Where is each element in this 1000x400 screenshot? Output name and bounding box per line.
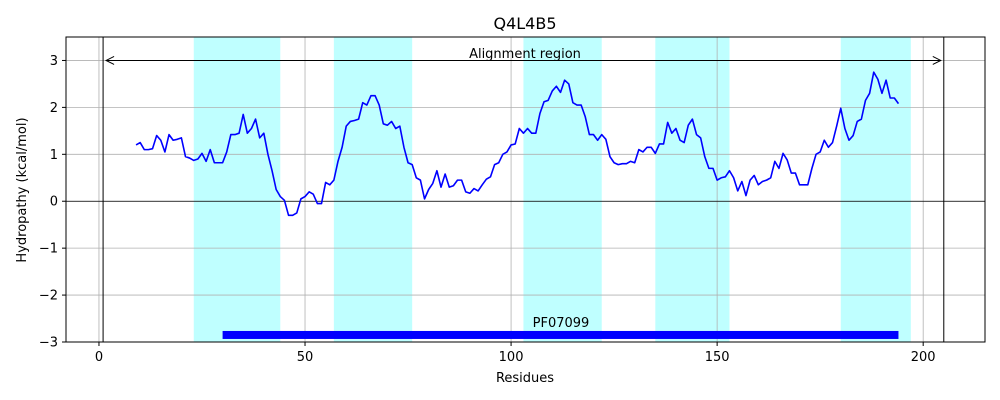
x-tick-label: 150: [705, 350, 730, 365]
y-tick-label: −3: [39, 336, 58, 351]
hydrophobic-band: [655, 37, 730, 342]
y-tick-label: 0: [50, 195, 58, 210]
series-group: [135, 71, 900, 217]
hydrophobic-band: [333, 37, 413, 342]
domain-bar: [222, 330, 899, 339]
domain-label: PF07099: [533, 316, 590, 331]
x-tick-label: 100: [499, 350, 524, 365]
x-tick-label: 200: [911, 350, 936, 365]
reference-lines: [66, 37, 985, 342]
y-tick-label: 3: [50, 54, 58, 69]
y-tick-label: 2: [50, 101, 58, 116]
x-axis-label: Residues: [496, 371, 554, 386]
plot-frame: [65, 36, 986, 343]
y-tick-label: −1: [39, 242, 58, 257]
arrow-head-left: [104, 56, 115, 65]
y-tick-label: −2: [39, 289, 58, 304]
hydropathy-line: [135, 71, 900, 217]
hydrophobic-band: [840, 37, 911, 342]
chart-title: Q4L4B5: [493, 14, 556, 33]
y-axis-ticks: −3 −2 −1 0 1 2 3: [39, 54, 66, 351]
hydrophobic-band: [523, 37, 602, 342]
alignment-region-arrow: [104, 56, 942, 65]
alignment-region-label: Alignment region: [469, 47, 581, 62]
y-axis-label: Hydropathy (kcal/mol): [15, 117, 30, 262]
x-axis-ticks: 0 50 100 150 200: [95, 342, 936, 365]
arrow-head-right: [932, 56, 942, 65]
x-tick-label: 50: [297, 350, 314, 365]
domain-annotation: [222, 330, 899, 339]
y-tick-label: 1: [50, 148, 58, 163]
hydrophobic-band: [193, 37, 281, 342]
x-tick-label: 0: [95, 350, 103, 365]
